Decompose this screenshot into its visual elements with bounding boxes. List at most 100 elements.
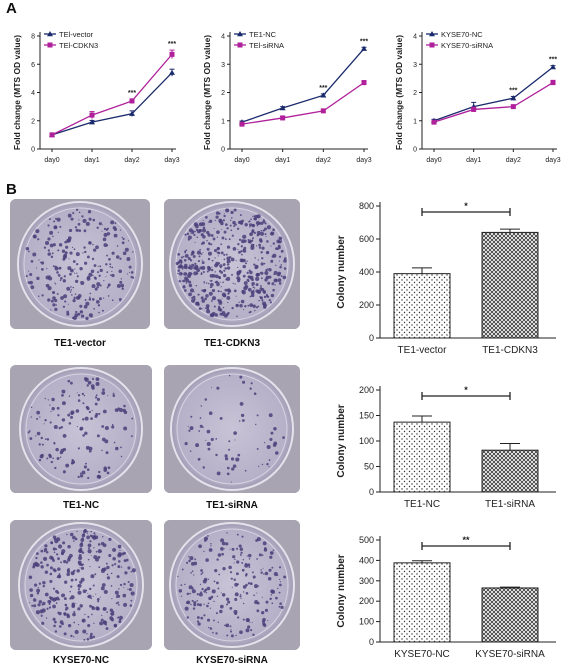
y-axis-title: Colony number [336,404,347,477]
x-tick-label-day2: day2 [124,157,139,164]
y-tick-label: 3 [221,62,225,69]
y-tick-label: 150 [359,411,374,421]
y-tick-label: 4 [221,34,225,41]
bar-kyse70-sirna [481,587,539,643]
panel-label-a: A [6,0,17,17]
significance-marker: *** [319,85,327,92]
series-line-kyse70-nc [433,66,554,122]
point-tel-cdkn3 [129,98,135,104]
point-kyse70-sirna [550,80,556,86]
point-tel-vector [129,110,135,116]
y-tick-label: 50 [364,462,374,472]
significance-marker: * [464,201,468,211]
colony-bar-chart-te1-sirna: 0 50 100 150 200 Colony number TE1-NC TE1-siRNA… [336,385,556,510]
dish-caption-te1-cdkn3: TE1-CDKN3 [203,338,261,349]
colony-dish-te1-nc [10,365,152,493]
point-kyse70-sirna [431,119,437,125]
y-tick-label: 200 [359,385,374,395]
dish-image-te1-cdkn3 [164,199,300,329]
point-tel-cdkn3 [49,132,55,138]
significance-marker: *** [128,90,136,97]
y-tick-label: 2 [221,90,225,97]
dish-caption-te1-sirna: TE1-siRNA [206,500,258,511]
legend-marker [237,42,243,48]
y-tick-label: 0 [369,487,374,497]
y-tick-label: 400 [359,555,374,565]
legend-label-kyse70-sirna: KYSE70-siRNA [441,41,493,50]
point-tel-cdkn3 [89,112,95,118]
bar-te1-cdkn3 [481,231,539,339]
legend-label-tel-vector: TEl-vector [59,30,94,39]
y-axis-title: Fold change (MTS OD value) [12,35,22,150]
point-te1-nc [361,45,367,51]
dish-caption-te1-vector: TE1-vector [54,338,106,349]
category-label-te1-nc: TE1-NC [404,499,440,510]
y-tick-label: 200 [359,596,374,606]
y-tick-label: 0 [369,333,374,343]
series-line-tel-sirna [241,82,365,125]
significance-marker: *** [509,87,517,94]
x-tick-label-day3: day3 [356,157,371,164]
legend-marker [429,42,435,48]
x-tick-label-day2: day2 [506,157,521,164]
series-line-tel-vector [51,72,173,136]
bar-te1-vector [393,273,451,339]
y-tick-label: 0 [369,637,374,647]
x-tick-label-day0: day0 [426,157,441,164]
x-tick-label-day3: day3 [164,157,179,164]
category-label-kyse70-sirna: KYSE70-siRNA [475,649,545,660]
dish-image-kyse70-sirna [164,520,300,650]
legend-label-tel-cdkn3: TEl-CDKN3 [59,41,98,50]
y-tick-label: 400 [359,267,374,277]
bar-te1-sirna [481,449,539,493]
colony-dish-te1-sirna [164,365,300,493]
y-axis-title: Fold change (MTS OD value) [394,35,404,150]
legend-label-te1-nc: TE1-NC [249,30,277,39]
dish-image-te1-sirna [164,365,300,493]
y-axis-title: Fold change (MTS OD value) [202,35,212,150]
series-line-kyse70-sirna [433,82,554,123]
y-axis-title: Colony number [336,235,347,308]
y-tick-label: 600 [359,234,374,244]
significance-marker: ** [462,535,470,545]
dish-image-te1-vector [10,199,150,329]
point-tel-vector [169,69,175,75]
legend-label-kyse70-nc: KYSE70-NC [441,30,483,39]
x-tick-label-day1: day1 [466,157,481,164]
series-line-te1-nc [241,48,365,123]
x-tick-label-day1: day1 [275,157,290,164]
x-tick-label-day0: day0 [234,157,249,164]
point-tel-sirna [320,108,326,114]
x-tick-label-day3: day3 [545,157,560,164]
x-tick-label-day0: day0 [44,157,59,164]
y-tick-label: 1 [221,118,225,125]
point-tel-sirna [239,121,245,127]
dish-image-kyse70-nc [10,520,152,650]
panel-label-b: B [6,181,17,198]
dish-caption-kyse70-sirna: KYSE70-siRNA [196,655,268,666]
point-kyse70-sirna [510,104,516,110]
growth-chart-kyse70-sirna: 0 1 2 3 4 day0 day1 day2 day3 Fold change (MTS OD… [394,30,561,164]
category-label-te1-cdkn3: TE1-CDKN3 [482,345,538,356]
growth-chart-te1-cdkn3: 0 2 4 6 8 day0 day1 day2 day3 Fold change (MTS OD… [12,30,180,164]
point-tel-sirna [280,115,286,121]
legend-marker [47,42,53,48]
category-label-kyse70-nc: KYSE70-NC [394,649,450,660]
colony-dish-kyse70-sirna [164,520,300,650]
point-kyse70-nc [550,64,556,70]
y-tick-label: 300 [359,576,374,586]
growth-chart-te1-sirna: 0 1 2 3 4 day0 day1 day2 day3 Fold change (MTS OD… [202,30,372,164]
x-tick-label-day1: day1 [84,157,99,164]
point-tel-cdkn3 [169,51,175,57]
colony-bar-chart-te1-cdkn3: 0 200 400 600 800 Colony number TE1-vector TE1-… [336,201,556,356]
legend-marker [47,31,53,37]
y-tick-label: 0 [221,147,225,154]
significance-marker: *** [168,41,176,48]
colony-dish-te1-cdkn3 [164,199,300,329]
y-tick-label: 0 [413,147,417,154]
series-line-tel-cdkn3 [51,53,173,136]
y-tick-label: 2 [413,90,417,97]
x-tick-label-day2: day2 [316,157,331,164]
y-tick-label: 1 [413,118,417,125]
y-tick-label: 500 [359,535,374,545]
